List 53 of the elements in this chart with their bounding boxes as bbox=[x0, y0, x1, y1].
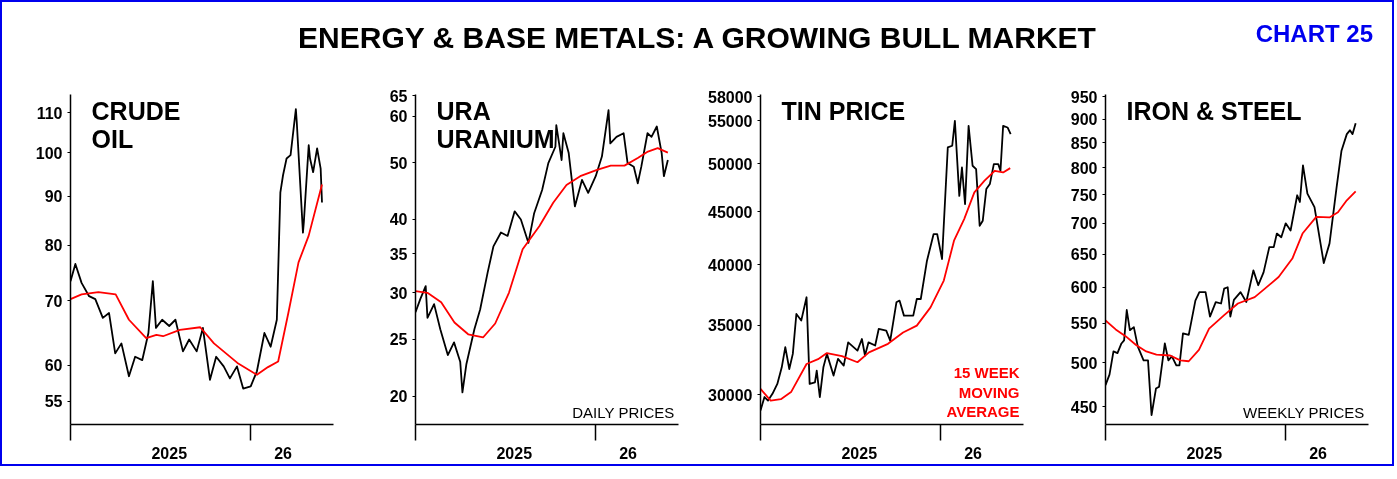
y-tick-label: 50000 bbox=[708, 155, 753, 173]
y-tick-label: 110 bbox=[36, 104, 63, 122]
text: 15 WEEK MOVING AVERAGE bbox=[946, 364, 1020, 421]
y-tick-label: 650 bbox=[1070, 246, 1098, 264]
caption: CHART 25 bbox=[1255, 19, 1373, 49]
y-tick-label: 30000 bbox=[708, 386, 753, 404]
y-tick-label: 100 bbox=[35, 144, 63, 162]
line-series bbox=[70, 183, 323, 376]
y-tick-label: 20 bbox=[389, 388, 408, 406]
y-tick-label: 45000 bbox=[708, 203, 753, 221]
text: CRUDE OIL bbox=[91, 96, 181, 153]
y-tick-label: 60 bbox=[389, 108, 408, 126]
y-tick-label: 55 bbox=[44, 393, 63, 411]
y-tick-label: 35 bbox=[389, 245, 408, 263]
y-tick-label: 500 bbox=[1070, 354, 1098, 372]
x-tick-label: 26 bbox=[619, 444, 638, 462]
chart-title: IRON & STEEL bbox=[1126, 96, 1302, 125]
y-tick-label: 70 bbox=[44, 292, 63, 310]
y-tick-label: 750 bbox=[1070, 186, 1098, 204]
x-tick-label: 26 bbox=[274, 444, 293, 462]
y-tick-label: 25 bbox=[389, 331, 408, 349]
y-tick-label: 40 bbox=[389, 211, 408, 229]
y-tick-label: 80 bbox=[44, 237, 63, 255]
y-tick-label: 600 bbox=[1070, 279, 1098, 297]
y-tick-label: 900 bbox=[1070, 111, 1098, 129]
x-tick-label: 2025 bbox=[841, 444, 878, 462]
y-tick-label: 850 bbox=[1070, 134, 1098, 152]
x-tick-label: 2025 bbox=[496, 444, 533, 462]
y-tick-label: 950 bbox=[1070, 88, 1098, 106]
y-tick-label: 40000 bbox=[708, 256, 753, 274]
y-tick-label: 55000 bbox=[708, 112, 753, 130]
x-tick-label: 2025 bbox=[151, 444, 188, 462]
annotation: WEEKLY PRICES bbox=[1243, 403, 1365, 421]
y-tick-label: 700 bbox=[1070, 215, 1098, 233]
line-series bbox=[1105, 190, 1357, 363]
annotation: DAILY PRICES bbox=[572, 403, 675, 421]
chart-title: TIN PRICE bbox=[781, 96, 906, 125]
y-tick-label: 800 bbox=[1070, 159, 1098, 177]
x-tick-label: 26 bbox=[964, 444, 983, 462]
y-tick-label: 60 bbox=[44, 357, 63, 374]
y-tick-label: 90 bbox=[44, 188, 63, 206]
x-tick-label: 2025 bbox=[1186, 444, 1223, 462]
y-tick-label: 35000 bbox=[708, 317, 753, 335]
text: ENERGY & BASE METALS: A GROWING BULL MARKET bbox=[298, 21, 1096, 54]
y-tick-label: 30 bbox=[389, 284, 408, 302]
y-tick-label: 58000 bbox=[708, 88, 753, 106]
y-tick-label: 450 bbox=[1070, 398, 1098, 416]
y-tick-label: 50 bbox=[389, 154, 408, 172]
line-series bbox=[415, 147, 669, 339]
text: URA URANIUM bbox=[436, 96, 555, 153]
y-tick-label: 65 bbox=[389, 87, 408, 105]
y-tick-label: 550 bbox=[1070, 315, 1098, 333]
x-tick-label: 26 bbox=[1309, 444, 1328, 462]
